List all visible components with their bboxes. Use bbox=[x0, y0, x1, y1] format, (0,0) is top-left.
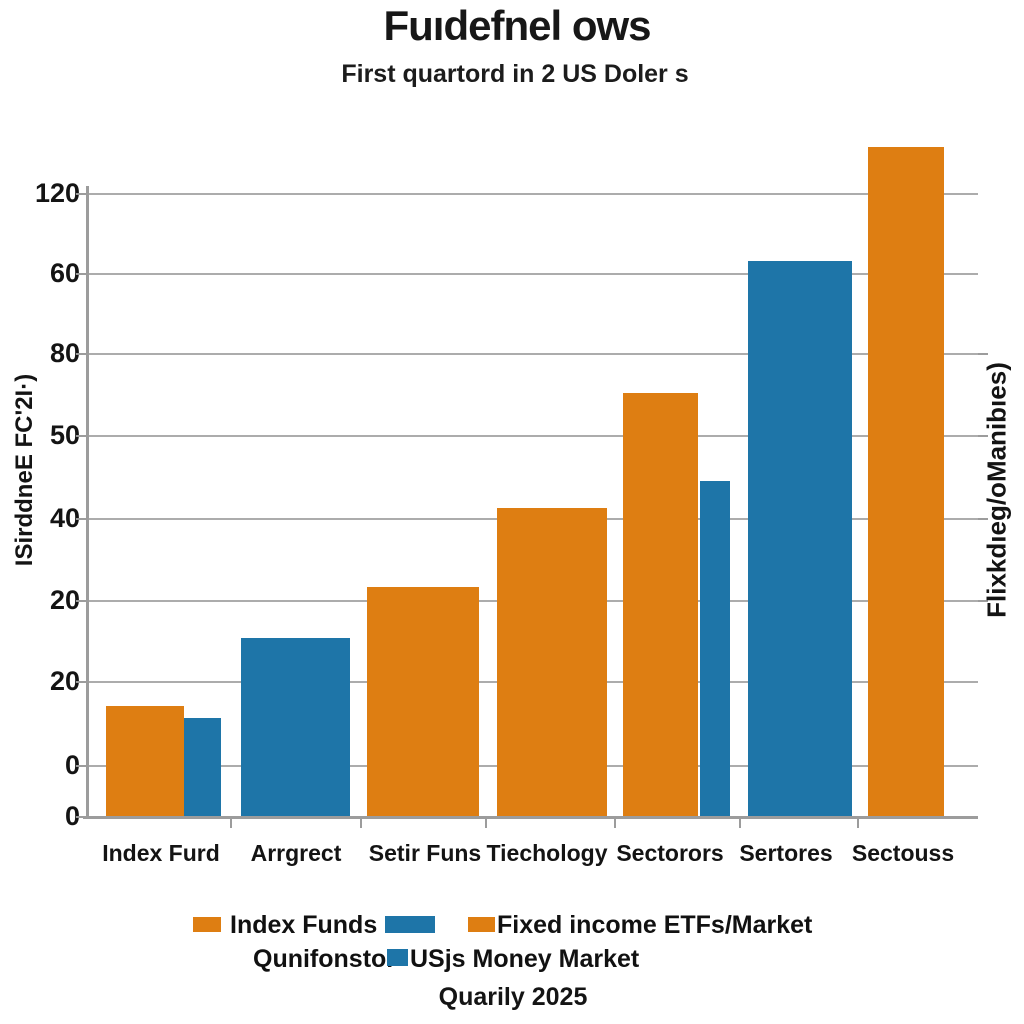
x-tick bbox=[857, 817, 859, 828]
legend-swatch-orange bbox=[193, 917, 221, 932]
y-tick-label: 50 bbox=[49, 420, 80, 450]
legend-swatch-blue bbox=[387, 949, 408, 966]
bar-index-furd-orange bbox=[106, 706, 184, 817]
legend-swatch-blue bbox=[385, 916, 435, 933]
gridline bbox=[88, 435, 978, 437]
legend-swatch-orange bbox=[468, 917, 495, 932]
x-tick bbox=[360, 817, 362, 828]
bar-sectorors-orange bbox=[623, 393, 698, 817]
y-tick bbox=[76, 765, 86, 767]
legend-label-qunifonstor: Qunifonstor bbox=[253, 945, 397, 973]
right-tick bbox=[978, 435, 988, 437]
chart-subtitle: First quartord in 2 US Doler s bbox=[341, 60, 689, 88]
y-tick-label: 60 bbox=[49, 258, 80, 288]
x-axis-label-tiechology: Tiechology bbox=[486, 840, 608, 866]
y-tick bbox=[76, 681, 86, 683]
right-tick bbox=[978, 518, 988, 520]
bar-sectouss-orange bbox=[868, 147, 944, 817]
y-tick-label: 40 bbox=[49, 503, 80, 533]
y-tick-label: 120 bbox=[34, 178, 80, 208]
y-tick-label: 20 bbox=[49, 666, 80, 696]
y-tick-label: 0 bbox=[64, 750, 80, 780]
x-axis-label-index-furd: Index Furd bbox=[102, 840, 220, 866]
y-tick bbox=[76, 600, 86, 602]
y-tick-label: 20 bbox=[49, 585, 80, 615]
bar-arrgrect-blue bbox=[241, 638, 350, 817]
y-axis-label-right: Flixkdıeg/oManibıes) bbox=[981, 362, 1012, 618]
legend-label-usjs-money-market: USjs Money Market bbox=[410, 945, 640, 973]
right-tick bbox=[978, 600, 988, 602]
chart-title: Fuıdefnel ows bbox=[383, 2, 651, 49]
legend-label-fixed-income-etfs-market: Fixed income ETFs/Market bbox=[497, 911, 813, 939]
x-axis-label-sertores: Sertores bbox=[739, 840, 833, 866]
y-tick bbox=[76, 435, 86, 437]
y-tick-label: 0 bbox=[64, 801, 80, 831]
bar-index-furd-blue bbox=[184, 718, 221, 817]
gridline bbox=[88, 273, 978, 275]
y-tick bbox=[76, 353, 86, 355]
x-axis-label-setir-funs: Setir Funs bbox=[368, 840, 482, 866]
x-axis-line bbox=[83, 816, 978, 819]
y-tick bbox=[76, 518, 86, 520]
x-tick bbox=[230, 817, 232, 828]
y-tick bbox=[76, 816, 86, 818]
x-axis-label-arrgrect: Arrgrect bbox=[250, 840, 342, 866]
x-tick bbox=[614, 817, 616, 828]
x-tick bbox=[485, 817, 487, 828]
y-axis-line bbox=[86, 186, 89, 819]
x-tick bbox=[739, 817, 741, 828]
bar-setir-funs-orange bbox=[367, 587, 479, 817]
bar-sectorors-blue bbox=[700, 481, 730, 817]
right-tick bbox=[978, 353, 988, 355]
x-axis-label-sectorors: Sectorors bbox=[616, 840, 724, 866]
caption: Quarily 2025 bbox=[438, 983, 588, 1011]
legend-label-index-funds: Index Funds bbox=[230, 911, 378, 939]
y-tick bbox=[76, 273, 86, 275]
gridline bbox=[88, 353, 978, 355]
x-axis-label-sectouss: Sectouss bbox=[851, 840, 955, 866]
y-axis-label-left: ISirddneE FC'2I·) bbox=[11, 373, 38, 567]
y-tick bbox=[76, 193, 86, 195]
bar-tiechology-orange bbox=[497, 508, 607, 817]
gridline bbox=[88, 193, 978, 195]
y-tick-label: 80 bbox=[49, 338, 80, 368]
bar-sertores-blue bbox=[748, 261, 852, 817]
